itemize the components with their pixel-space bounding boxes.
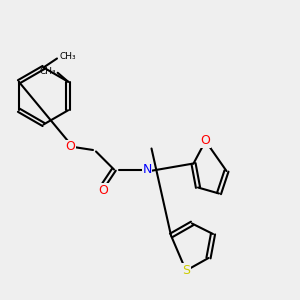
Text: S: S	[182, 264, 190, 277]
Text: O: O	[99, 184, 108, 197]
Text: O: O	[201, 134, 210, 148]
Text: CH₃: CH₃	[40, 67, 56, 76]
Text: N: N	[142, 163, 152, 176]
Text: O: O	[66, 140, 75, 154]
Text: CH₃: CH₃	[59, 52, 76, 62]
